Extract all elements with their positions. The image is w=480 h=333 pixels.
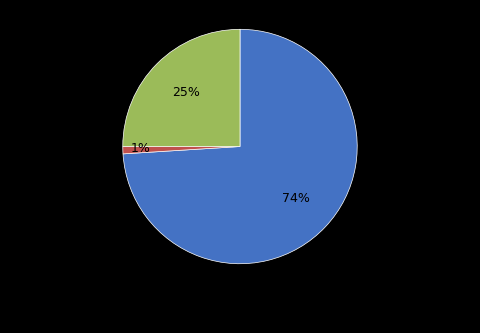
- Text: 1%: 1%: [131, 143, 150, 156]
- Text: 74%: 74%: [282, 192, 310, 205]
- Wedge shape: [123, 29, 240, 147]
- Text: 25%: 25%: [172, 86, 200, 99]
- Wedge shape: [123, 29, 357, 264]
- Wedge shape: [123, 147, 240, 154]
